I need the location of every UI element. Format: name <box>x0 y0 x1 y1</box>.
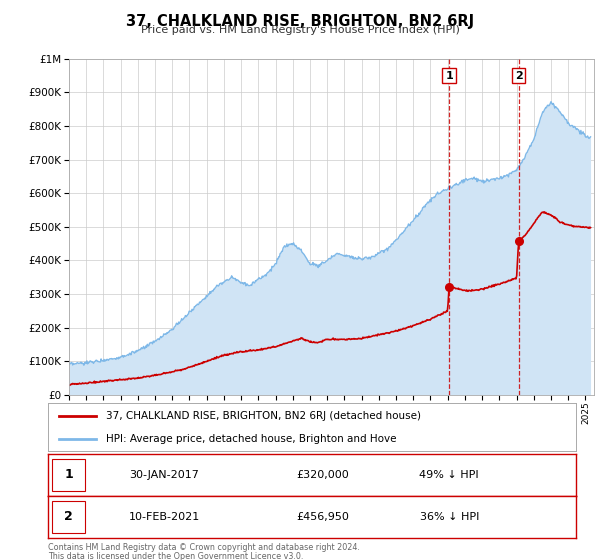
Text: HPI: Average price, detached house, Brighton and Hove: HPI: Average price, detached house, Brig… <box>106 434 397 444</box>
Text: 36% ↓ HPI: 36% ↓ HPI <box>419 512 479 521</box>
Text: 2: 2 <box>515 71 523 81</box>
Text: 1: 1 <box>64 468 73 481</box>
Text: 1: 1 <box>445 71 453 81</box>
Text: 2: 2 <box>64 510 73 523</box>
Text: £320,000: £320,000 <box>296 470 349 479</box>
Text: 37, CHALKLAND RISE, BRIGHTON, BN2 6RJ (detached house): 37, CHALKLAND RISE, BRIGHTON, BN2 6RJ (d… <box>106 411 421 421</box>
Text: 10-FEB-2021: 10-FEB-2021 <box>128 512 200 521</box>
Text: Price paid vs. HM Land Registry's House Price Index (HPI): Price paid vs. HM Land Registry's House … <box>140 25 460 35</box>
Text: £456,950: £456,950 <box>296 512 349 521</box>
Text: This data is licensed under the Open Government Licence v3.0.: This data is licensed under the Open Gov… <box>48 552 304 560</box>
Text: 49% ↓ HPI: 49% ↓ HPI <box>419 470 479 479</box>
FancyBboxPatch shape <box>52 459 85 491</box>
Text: 30-JAN-2017: 30-JAN-2017 <box>129 470 199 479</box>
FancyBboxPatch shape <box>52 501 85 533</box>
Text: 37, CHALKLAND RISE, BRIGHTON, BN2 6RJ: 37, CHALKLAND RISE, BRIGHTON, BN2 6RJ <box>126 14 474 29</box>
Text: Contains HM Land Registry data © Crown copyright and database right 2024.: Contains HM Land Registry data © Crown c… <box>48 543 360 552</box>
